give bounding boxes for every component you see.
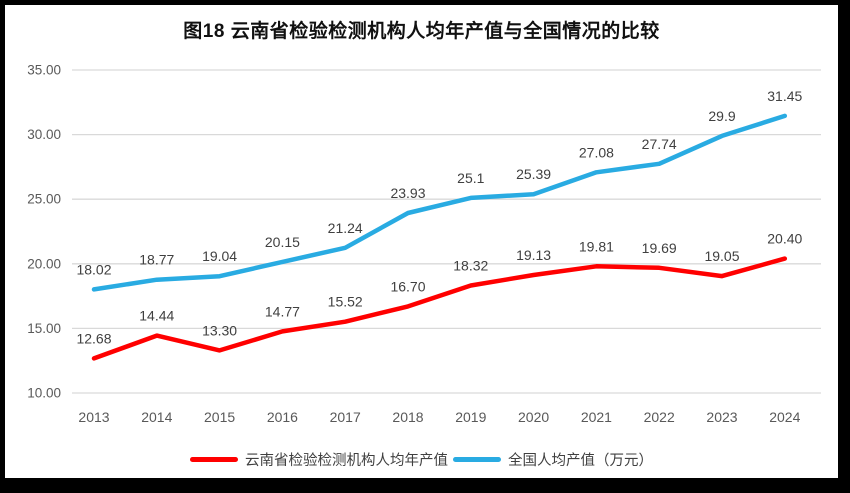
chart-canvas: 图18 云南省检验检测机构人均年产值与全国情况的比较 10.00 15.00 20.… <box>5 5 838 478</box>
national-data-label: 27.74 <box>642 136 677 152</box>
national-data-label: 19.04 <box>202 248 237 264</box>
y-tick-label: 30.00 <box>27 127 61 142</box>
x-tick-label: 2023 <box>706 409 737 425</box>
national-data-label: 31.45 <box>767 88 802 104</box>
yunnan-data-label: 18.32 <box>453 258 488 274</box>
yunnan-legend-label: 云南省检验检测机构人均年产值 <box>245 452 448 469</box>
yunnan-data-label: 14.77 <box>265 303 300 319</box>
yunnan-data-label: 16.70 <box>390 278 425 294</box>
x-tick-label: 2021 <box>581 409 612 425</box>
x-tick-label: 2016 <box>267 409 298 425</box>
yunnan-series-line <box>91 256 788 361</box>
yunnan-data-label: 12.68 <box>76 330 111 346</box>
x-tick-label: 2014 <box>141 409 172 425</box>
yunnan-data-label: 19.13 <box>516 247 551 263</box>
x-tick-label: 2024 <box>769 409 800 425</box>
y-tick-label: 15.00 <box>27 321 61 336</box>
yunnan-data-label: 19.69 <box>642 240 677 256</box>
legend-item-yunnan: 云南省检验检测机构人均年产值 <box>190 449 448 470</box>
x-tick-label: 2022 <box>644 409 675 425</box>
x-tick-label: 2020 <box>518 409 549 425</box>
national-series-line <box>91 113 788 292</box>
x-tick-label: 2018 <box>392 409 423 425</box>
national-legend-label: 全国人均产值（万元） <box>508 452 653 469</box>
x-tick-label: 2015 <box>204 409 235 425</box>
yunnan-line-swatch <box>190 456 238 462</box>
x-tick-label: 2019 <box>455 409 486 425</box>
national-data-label: 25.39 <box>516 166 551 182</box>
national-data-label: 27.08 <box>579 144 614 160</box>
national-data-label: 29.9 <box>708 108 735 124</box>
chart-title: 图18 云南省检验检测机构人均年产值与全国情况的比较 <box>183 21 660 42</box>
chart-legend: 云南省检验检测机构人均年产值 全国人均产值（万元） <box>5 447 838 471</box>
national-data-label: 25.1 <box>457 170 484 186</box>
y-tick-label: 20.00 <box>27 256 61 271</box>
national-data-label: 21.24 <box>328 220 363 236</box>
yunnan-data-label: 20.40 <box>767 231 802 247</box>
line-chart: 10.00 15.00 20.00 25.00 30.00 35.00 2013 2014 20… <box>27 63 821 425</box>
x-tick-label: 2017 <box>330 409 361 425</box>
national-line-swatch <box>453 456 501 462</box>
national-data-label: 23.93 <box>390 185 425 201</box>
y-tick-label: 35.00 <box>27 63 61 78</box>
y-tick-label: 25.00 <box>27 192 61 207</box>
national-data-label: 18.02 <box>76 261 111 277</box>
yunnan-data-label: 14.44 <box>139 308 174 324</box>
x-tick-label: 2013 <box>78 409 109 425</box>
yunnan-data-label: 19.81 <box>579 238 614 254</box>
national-data-label: 20.15 <box>265 234 300 250</box>
legend-item-national: 全国人均产值（万元） <box>453 449 653 470</box>
yunnan-data-label: 15.52 <box>328 294 363 310</box>
yunnan-data-label: 19.05 <box>704 248 739 264</box>
national-data-label: 18.77 <box>139 252 174 268</box>
y-tick-label: 10.00 <box>27 386 61 401</box>
yunnan-data-label: 13.30 <box>202 322 237 338</box>
